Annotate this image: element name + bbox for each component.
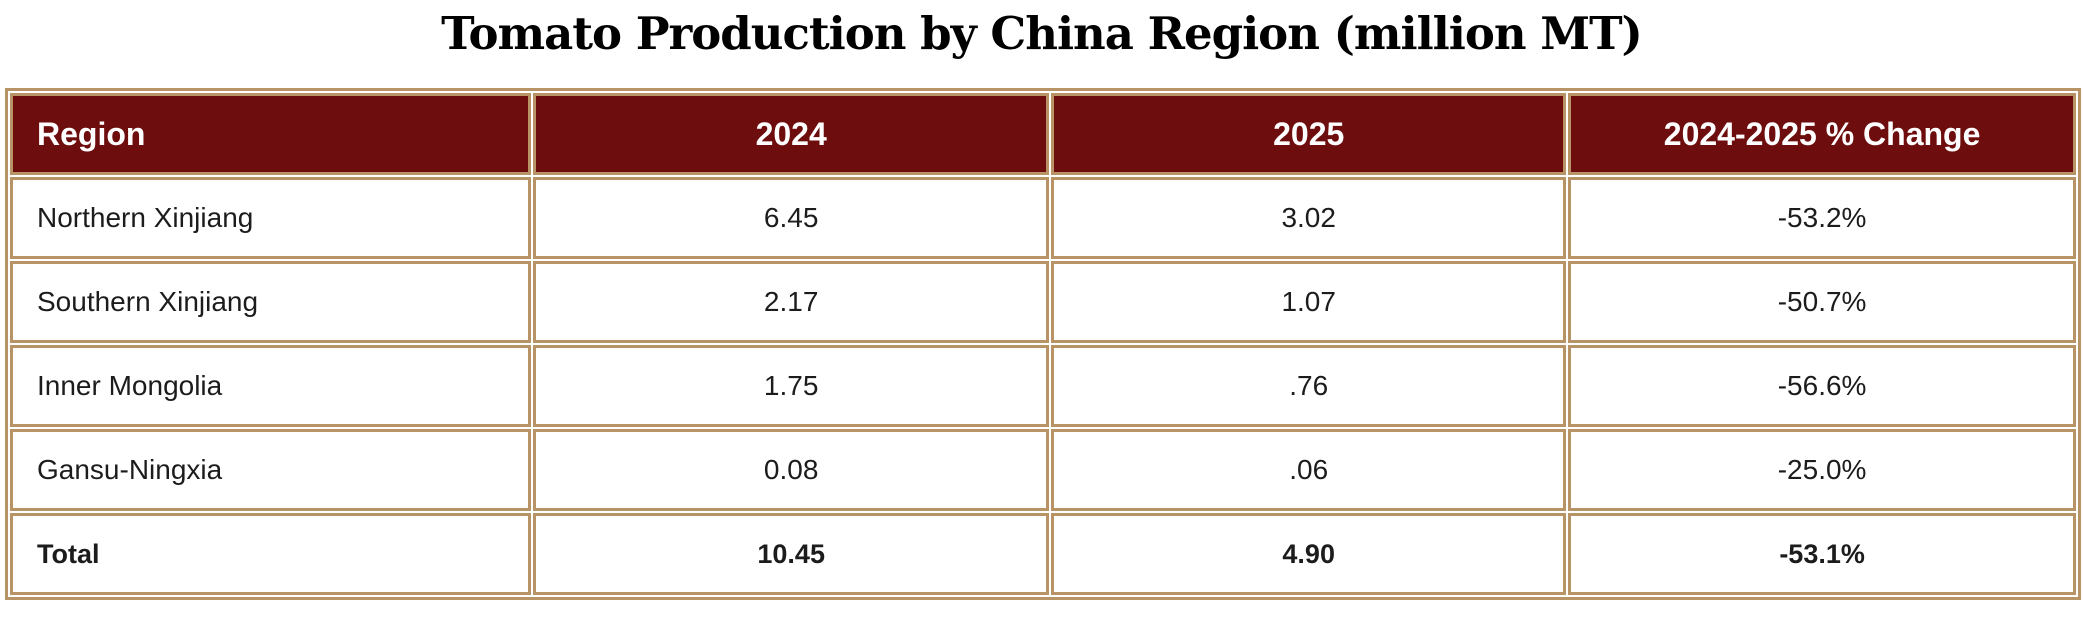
column-header-2024: 2024 [533,93,1050,175]
production-table: Region 2024 2025 2024-2025 % Change Nort… [5,88,2081,600]
cell-change: -56.6% [1568,345,2076,427]
cell-2024: 0.08 [533,429,1050,511]
column-header-2025: 2025 [1051,93,1567,175]
cell-change: -25.0% [1568,429,2076,511]
page-title: Tomato Production by China Region (milli… [441,7,1643,60]
cell-region: Southern Xinjiang [10,261,532,343]
cell-2024: 2.17 [533,261,1050,343]
table-row: Gansu-Ningxia 0.08 .06 -25.0% [10,429,2076,511]
total-row: Total 10.45 4.90 -53.1% [10,513,2076,595]
cell-total-2024: 10.45 [533,513,1050,595]
column-header-change: 2024-2025 % Change [1568,93,2076,175]
header-row: Region 2024 2025 2024-2025 % Change [10,93,2076,175]
cell-2025: .06 [1051,429,1567,511]
cell-total-change: -53.1% [1568,513,2076,595]
column-header-region: Region [10,93,532,175]
cell-2024: 1.75 [533,345,1050,427]
cell-change: -50.7% [1568,261,2076,343]
table-row: Southern Xinjiang 2.17 1.07 -50.7% [10,261,2076,343]
table-row: Northern Xinjiang 6.45 3.02 -53.2% [10,177,2076,259]
cell-total-label: Total [10,513,532,595]
cell-change: -53.2% [1568,177,2076,259]
cell-region: Gansu-Ningxia [10,429,532,511]
table-row: Inner Mongolia 1.75 .76 -56.6% [10,345,2076,427]
cell-region: Northern Xinjiang [10,177,532,259]
cell-2025: 1.07 [1051,261,1567,343]
cell-2025: 3.02 [1051,177,1567,259]
cell-region: Inner Mongolia [10,345,532,427]
cell-2025: .76 [1051,345,1567,427]
cell-2024: 6.45 [533,177,1050,259]
cell-total-2025: 4.90 [1051,513,1567,595]
